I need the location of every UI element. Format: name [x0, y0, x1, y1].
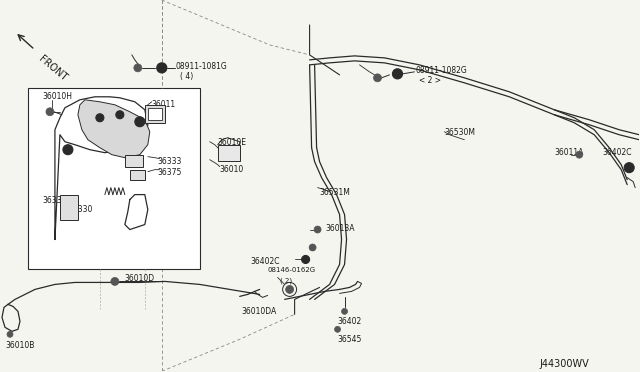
Text: 36402C: 36402C: [602, 148, 632, 157]
Text: 08911-1081G: 08911-1081G: [176, 62, 228, 71]
Circle shape: [46, 108, 54, 116]
Bar: [148, 108, 162, 120]
Circle shape: [374, 74, 381, 82]
Circle shape: [135, 117, 145, 127]
Circle shape: [301, 256, 310, 263]
Circle shape: [96, 114, 104, 122]
Circle shape: [309, 244, 316, 251]
Bar: [145, 105, 164, 123]
Text: 08911-1082G: 08911-1082G: [415, 66, 467, 75]
Text: 36010H: 36010H: [42, 92, 72, 101]
Circle shape: [111, 278, 119, 285]
Circle shape: [335, 326, 340, 332]
Text: N: N: [395, 71, 400, 76]
Text: N: N: [159, 65, 164, 70]
Circle shape: [63, 145, 73, 155]
Bar: [60, 195, 78, 219]
Circle shape: [576, 151, 583, 158]
Text: 36530M: 36530M: [444, 128, 476, 137]
Text: 36010D: 36010D: [125, 275, 155, 283]
Text: 36010DA: 36010DA: [242, 307, 277, 316]
Bar: [218, 145, 240, 161]
Text: 36375: 36375: [158, 168, 182, 177]
Text: 36010: 36010: [220, 165, 244, 174]
Text: 36013A: 36013A: [326, 224, 355, 232]
Text: FRONT: FRONT: [37, 54, 69, 83]
Circle shape: [285, 285, 294, 294]
Circle shape: [314, 226, 321, 233]
Text: 36531M: 36531M: [319, 187, 351, 197]
Text: 36331: 36331: [42, 196, 66, 205]
Text: 08146-0162G: 08146-0162G: [268, 267, 316, 273]
Bar: [125, 155, 143, 167]
Text: 36010B: 36010B: [5, 341, 35, 350]
Bar: [130, 170, 145, 180]
Text: J44300WV: J44300WV: [540, 359, 589, 369]
Circle shape: [116, 111, 124, 119]
Text: < 2 >: < 2 >: [419, 76, 442, 85]
Bar: [28, 88, 200, 269]
Circle shape: [134, 64, 142, 72]
Text: ( 2): ( 2): [280, 278, 292, 284]
Text: 36402: 36402: [337, 317, 362, 326]
Text: 36330: 36330: [68, 205, 92, 214]
Circle shape: [342, 308, 348, 314]
Text: 36011: 36011: [152, 100, 176, 109]
Text: 36010E: 36010E: [218, 138, 246, 147]
Text: 36333: 36333: [158, 157, 182, 166]
Text: 36402C: 36402C: [250, 257, 280, 266]
Polygon shape: [78, 100, 150, 158]
Text: 36011A: 36011A: [554, 148, 584, 157]
Circle shape: [392, 69, 403, 79]
Circle shape: [157, 63, 167, 73]
Text: 36545: 36545: [337, 335, 362, 344]
Circle shape: [624, 163, 634, 173]
Circle shape: [7, 331, 13, 337]
Text: ( 4): ( 4): [180, 72, 193, 81]
